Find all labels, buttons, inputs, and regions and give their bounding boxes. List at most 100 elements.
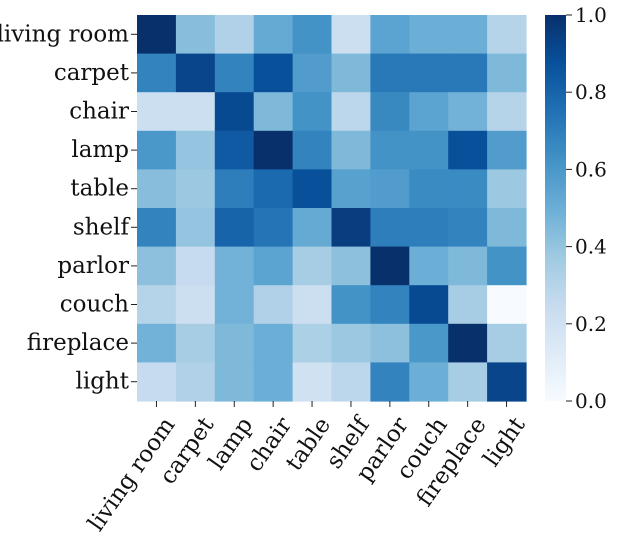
heatmap-cell-r8-c1	[175, 323, 216, 363]
heatmap-cell-r2-c3	[253, 92, 294, 132]
heatmap-cell-r8-c6	[370, 323, 410, 363]
y-tick-label: carpet	[54, 60, 130, 86]
heatmap-cell-r1-c1	[175, 53, 216, 93]
y-tick-label: shelf	[73, 214, 131, 240]
heatmap-cell-r3-c3	[253, 130, 294, 170]
heatmap-cell-r6-c1	[175, 246, 216, 286]
heatmap-cell-r4-c4	[292, 169, 333, 209]
heatmap-cell-r0-c3	[253, 15, 294, 55]
heatmap-cell-r8-c2	[214, 323, 255, 363]
x-tick-label: light	[479, 412, 531, 471]
heatmap-cell-r1-c0	[137, 53, 177, 93]
y-tick-label: light	[76, 369, 130, 395]
heatmap-cell-r5-c2	[214, 208, 255, 248]
heatmap-cell-r1-c6	[370, 53, 410, 93]
heatmap-cell-r4-c7	[409, 169, 449, 209]
heatmap-cell-r9-c0	[137, 362, 177, 402]
heatmap-cell-r2-c1	[175, 92, 216, 132]
heatmap-cell-r0-c6	[370, 15, 410, 55]
colorbar-gradient	[545, 15, 566, 401]
heatmap-cell-r5-c0	[137, 208, 177, 248]
heatmap-cell-r2-c4	[292, 92, 333, 132]
heatmap-cell-r4-c2	[214, 169, 255, 209]
heatmap-cell-r3-c7	[409, 130, 449, 170]
heatmap-cell-r6-c9	[487, 246, 527, 286]
heatmap-cell-r2-c8	[448, 92, 488, 132]
colorbar-tick-label: 0.4	[575, 235, 607, 259]
colorbar-tick-label: 0.0	[575, 389, 607, 413]
heatmap-cell-r9-c5	[331, 362, 371, 402]
heatmap-cell-r6-c6	[370, 246, 410, 286]
heatmap-cell-r7-c4	[292, 285, 333, 325]
heatmap-cell-r8-c9	[487, 323, 527, 363]
heatmap-cell-r7-c2	[214, 285, 255, 325]
heatmap-cell-r9-c4	[292, 362, 333, 402]
heatmap-cell-r9-c6	[370, 362, 410, 402]
heatmap-cell-r1-c4	[292, 53, 333, 93]
heatmap-cell-r3-c9	[487, 130, 527, 170]
heatmap-cell-r1-c2	[214, 53, 255, 93]
heatmap-cell-r2-c5	[331, 92, 371, 132]
x-tick-labels: living roomcarpetlampchairtableshelfparl…	[83, 401, 531, 536]
heatmap-cell-r8-c0	[137, 323, 177, 363]
heatmap-cell-r6-c0	[137, 246, 177, 286]
heatmap-cell-r7-c7	[409, 285, 449, 325]
heatmap-cell-r6-c4	[292, 246, 333, 286]
y-tick-label: parlor	[57, 253, 129, 279]
heatmap-cell-r1-c8	[448, 53, 488, 93]
heatmap-cell-r3-c1	[175, 130, 216, 170]
heatmap-cell-r0-c2	[214, 15, 255, 55]
heatmap-cell-r3-c2	[214, 130, 255, 170]
heatmap-cell-r5-c9	[487, 208, 527, 248]
heatmap-cell-r7-c0	[137, 285, 177, 325]
heatmap-cell-r2-c7	[409, 92, 449, 132]
heatmap-cell-r0-c9	[487, 15, 527, 55]
heatmap-cell-r0-c4	[292, 15, 333, 55]
heatmap-cell-r5-c8	[448, 208, 488, 248]
colorbar-tick-label: 0.6	[575, 157, 607, 181]
heatmap-cell-r8-c4	[292, 323, 333, 363]
heatmap-cells	[137, 15, 527, 402]
heatmap-cell-r1-c5	[331, 53, 371, 93]
heatmap-cell-r0-c7	[409, 15, 449, 55]
y-tick-label: lamp	[71, 137, 129, 163]
heatmap-cell-r4-c1	[175, 169, 216, 209]
heatmap-cell-r9-c9	[487, 362, 527, 402]
heatmap-cell-r6-c5	[331, 246, 371, 286]
heatmap-cell-r5-c6	[370, 208, 410, 248]
heatmap-cell-r3-c0	[137, 130, 177, 170]
heatmap-cell-r5-c3	[253, 208, 294, 248]
heatmap-cell-r2-c6	[370, 92, 410, 132]
heatmap-cell-r9-c7	[409, 362, 449, 402]
heatmap-cell-r2-c2	[214, 92, 255, 132]
heatmap-cell-r6-c7	[409, 246, 449, 286]
colorbar-tick-label: 0.2	[575, 312, 607, 336]
heatmap-cell-r0-c1	[175, 15, 216, 55]
heatmap-cell-r0-c0	[137, 15, 177, 55]
heatmap-cell-r7-c6	[370, 285, 410, 325]
y-tick-label: chair	[69, 99, 129, 125]
heatmap-cell-r5-c7	[409, 208, 449, 248]
heatmap-cell-r4-c0	[137, 169, 177, 209]
heatmap-cell-r3-c4	[292, 130, 333, 170]
heatmap-cell-r3-c6	[370, 130, 410, 170]
heatmap-cell-r7-c1	[175, 285, 216, 325]
heatmap-cell-r4-c6	[370, 169, 410, 209]
heatmap-cell-r4-c9	[487, 169, 527, 209]
heatmap-cell-r9-c2	[214, 362, 255, 402]
y-tick-label: living room	[0, 21, 129, 47]
heatmap-cell-r7-c9	[487, 285, 527, 325]
heatmap-cell-r6-c8	[448, 246, 488, 286]
heatmap-cell-r7-c3	[253, 285, 294, 325]
heatmap-cell-r4-c3	[253, 169, 294, 209]
heatmap-cell-r2-c0	[137, 92, 177, 132]
colorbar-tick-label: 1.0	[575, 3, 607, 27]
colorbar	[545, 15, 566, 401]
heatmap-cell-r4-c5	[331, 169, 371, 209]
heatmap-cell-r3-c8	[448, 130, 488, 170]
colorbar-ticks: 0.0 0.2 0.4 0.6 0.8 1.0	[566, 3, 607, 413]
y-tick-label: couch	[60, 292, 129, 318]
heatmap-cell-r8-c5	[331, 323, 371, 363]
